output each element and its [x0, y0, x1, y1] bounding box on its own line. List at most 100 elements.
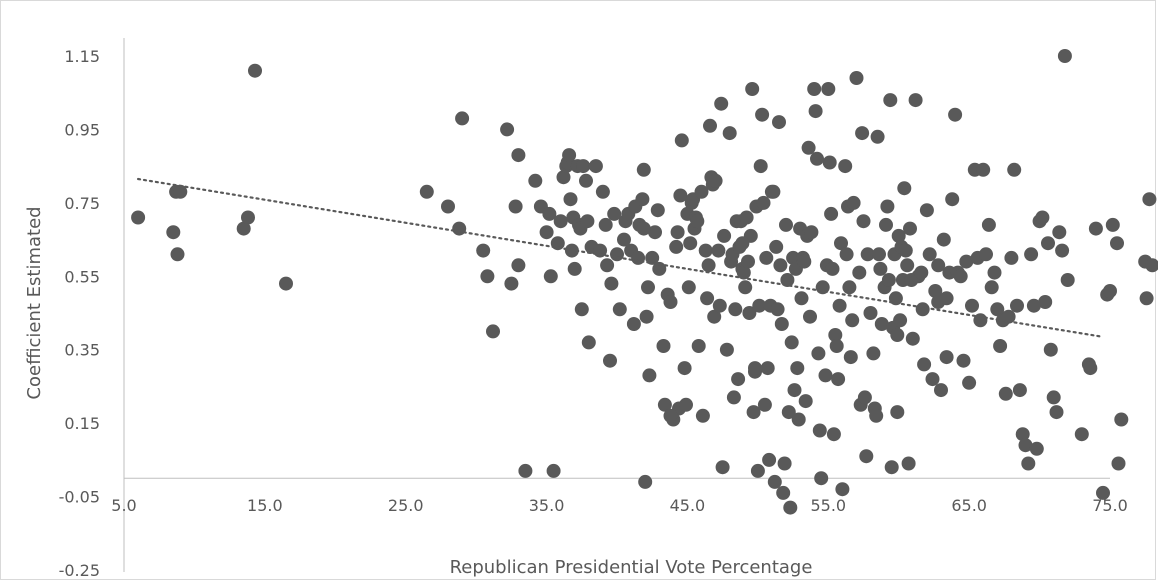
data-point — [846, 195, 861, 210]
data-point — [1105, 217, 1120, 232]
data-point — [849, 71, 864, 85]
data-point — [893, 313, 908, 328]
data-point — [774, 317, 789, 331]
data-point — [663, 408, 678, 423]
data-point — [579, 173, 593, 188]
data-point — [694, 184, 709, 199]
data-point — [1083, 361, 1098, 376]
data-point — [1139, 291, 1154, 306]
data-point — [600, 258, 615, 273]
data-point — [703, 118, 717, 133]
data-point — [835, 482, 850, 497]
data-point — [900, 258, 915, 273]
data-point — [953, 269, 968, 284]
data-point — [897, 181, 912, 196]
data-point — [798, 394, 813, 409]
data-point — [1015, 427, 1030, 442]
data-point — [1012, 383, 1027, 398]
data-point — [712, 298, 727, 313]
y-tick-label: 0.35 — [64, 341, 100, 360]
data-point — [959, 254, 974, 269]
data-point — [714, 96, 729, 111]
data-point — [780, 273, 795, 287]
data-point — [993, 339, 1008, 353]
data-point — [476, 243, 491, 258]
data-point — [511, 258, 526, 273]
data-point — [708, 173, 723, 188]
data-point — [539, 225, 554, 240]
data-point — [677, 361, 692, 376]
data-point — [1004, 250, 1019, 265]
data-point — [776, 485, 791, 500]
data-point — [1060, 273, 1075, 287]
data-point — [441, 199, 455, 214]
data-point — [908, 93, 923, 108]
data-point — [881, 273, 896, 287]
data-point — [669, 239, 684, 254]
data-point — [801, 140, 816, 155]
data-point — [1142, 192, 1157, 207]
data-point — [707, 309, 722, 324]
data-point — [663, 295, 678, 309]
data-point — [787, 383, 802, 398]
data-point — [825, 261, 840, 276]
data-point — [1041, 236, 1055, 251]
data-point — [794, 291, 809, 306]
x-tick-label: 65.0 — [951, 496, 987, 515]
data-point — [1088, 221, 1103, 236]
data-point — [690, 214, 705, 229]
data-point — [735, 236, 750, 251]
data-point — [945, 192, 960, 207]
data-point — [574, 302, 589, 317]
data-point — [742, 306, 757, 320]
data-point — [455, 111, 470, 126]
data-point — [576, 159, 591, 174]
data-point — [852, 265, 867, 280]
y-tick-label: -0.05 — [59, 488, 100, 507]
x-tick-label: 75.0 — [1092, 496, 1128, 515]
data-point — [872, 247, 886, 262]
data-point — [779, 217, 793, 232]
data-point — [845, 313, 860, 328]
data-point — [419, 184, 434, 199]
y-tick-label: 0.75 — [64, 194, 100, 213]
data-point — [979, 247, 993, 262]
data-point — [1103, 284, 1117, 298]
data-point — [901, 456, 916, 471]
data-point — [786, 250, 801, 265]
data-point — [731, 372, 746, 387]
data-point — [948, 107, 963, 122]
x-tick-label: 15.0 — [247, 496, 283, 515]
data-point — [617, 232, 631, 247]
data-point — [939, 291, 954, 306]
data-point — [781, 405, 796, 420]
data-point — [679, 397, 693, 412]
data-point — [603, 353, 617, 368]
data-point — [755, 107, 770, 122]
data-point — [797, 254, 812, 269]
data-point — [922, 247, 937, 262]
data-point — [635, 192, 650, 207]
data-point — [870, 129, 885, 144]
data-point — [739, 210, 754, 225]
data-point — [173, 184, 188, 199]
data-point — [607, 206, 622, 221]
data-point — [842, 280, 857, 295]
data-point — [874, 317, 889, 331]
data-point — [917, 357, 932, 372]
data-point — [236, 221, 251, 236]
data-point — [818, 368, 833, 383]
data-point — [831, 372, 846, 387]
data-point — [883, 93, 898, 108]
data-point — [834, 236, 848, 251]
x-axis-title: Republican Presidential Vote Percentage — [450, 557, 813, 578]
data-point — [770, 302, 785, 317]
data-point — [1024, 247, 1039, 262]
data-point — [880, 199, 895, 214]
data-point — [648, 225, 662, 240]
data-point — [936, 232, 951, 247]
data-point — [753, 159, 768, 174]
data-point — [807, 82, 822, 96]
